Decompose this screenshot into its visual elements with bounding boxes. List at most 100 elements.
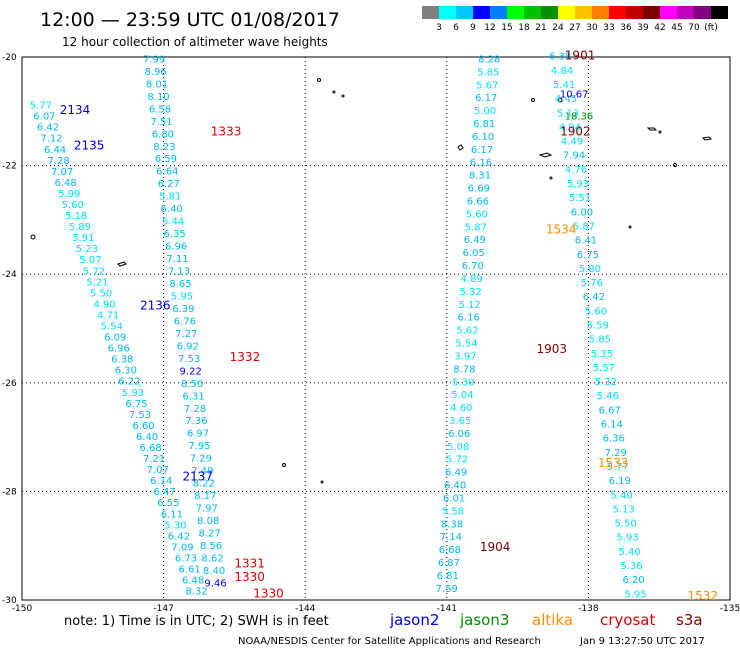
wave-height-label: 6.75 [125, 399, 147, 410]
wave-height-label: 5.87 [573, 221, 595, 232]
x-tick-label: -144 [295, 604, 316, 614]
wave-height-label: 5.18 [65, 211, 87, 222]
colorbar-cell [558, 6, 575, 19]
wave-height-label: 5.40 [619, 547, 641, 558]
wave-height-label: 6.97 [187, 429, 209, 440]
wave-height-label: 5.13 [613, 504, 635, 515]
wave-height-label: 6.16 [457, 313, 479, 324]
wave-height-label: 6.49 [445, 468, 467, 479]
island-outline [628, 225, 632, 229]
colorbar-cell [677, 6, 694, 19]
colorbar-cell [643, 6, 660, 19]
wave-height-label: 5.12 [458, 300, 480, 311]
wave-height-label: 5.77 [30, 101, 52, 112]
wave-height-label: 6.31 [182, 391, 204, 402]
colorbar-cell [626, 6, 643, 19]
wave-height-label: 6.40 [444, 481, 466, 492]
wave-height-label: 5.50 [90, 288, 112, 299]
colorbar-label: 15 [501, 23, 512, 33]
wave-height-label: 6.41 [575, 236, 597, 247]
wave-height-label: 5.13 [557, 108, 579, 119]
colorbar-label: 42 [654, 23, 665, 33]
wave-height-label: 9.46 [204, 578, 226, 589]
altimeter-tracks: 5.776.076.427.126.447.287.076.485.995.60… [30, 52, 647, 601]
legend-entry-cryosat: cryosat [600, 611, 655, 629]
wave-height-label: 5.07 [79, 255, 101, 266]
wave-height-label: 8.62 [201, 553, 223, 564]
wave-height-label: 5.04 [451, 390, 473, 401]
wave-height-label: 8.78 [453, 364, 475, 375]
wave-height-label: 7.12 [40, 134, 62, 145]
wave-height-label: 4.90 [93, 299, 115, 310]
wave-height-label: 8.31 [469, 171, 491, 182]
wave-height-label: 5.30 [164, 520, 186, 531]
wave-height-label: 5.40 [611, 490, 633, 501]
wave-height-label: 7.28 [184, 404, 206, 415]
wave-height-label: 8.01 [146, 79, 168, 90]
y-tick-label: -22 [2, 162, 17, 172]
wave-height-label: 6.01 [443, 493, 465, 504]
wave-height-label: 5.81 [159, 192, 181, 203]
wave-height-label: 8.96 [144, 67, 166, 78]
chart-title: 12:00 — 23:59 UTC 01/08/2017 [40, 9, 340, 31]
colorbar-cell [439, 6, 456, 19]
wave-height-label: 7.59 [436, 584, 458, 595]
wave-height-label: 4.49 [561, 137, 583, 148]
island-outlines [30, 78, 713, 484]
wave-height-label: 6.81 [473, 119, 495, 130]
wave-height-label: 6.27 [158, 179, 180, 190]
colorbar-cell [422, 6, 439, 19]
wave-height-label: 5.32 [459, 287, 481, 298]
y-tick-label: -24 [2, 270, 17, 280]
wave-height-label: 5.32 [595, 377, 617, 388]
wave-height-label: 4.89 [461, 274, 483, 285]
track-jason2: 5.776.076.427.126.447.287.076.485.995.60… [30, 101, 208, 598]
colorbar-label: 21 [535, 23, 546, 33]
colorbar-cell [711, 6, 728, 19]
island-outline [549, 176, 553, 180]
wave-height-label: 10.67 [560, 90, 589, 101]
wave-height-label: 6.17 [471, 145, 493, 156]
wave-height-label: 6.35 [163, 229, 185, 240]
wave-height-label: 5.59 [587, 321, 609, 332]
wave-height-label: 6.47 [154, 487, 176, 498]
wave-height-label: 6.69 [468, 184, 490, 195]
wave-height-label: 8.08 [197, 516, 219, 527]
wave-height-label: 6.06 [448, 429, 470, 440]
island-outline [30, 234, 36, 240]
island-outline [457, 144, 464, 151]
pass-number-label: 1330 [253, 586, 284, 600]
wave-height-label: 5.30 [452, 377, 474, 388]
wave-height-label: 8.27 [199, 529, 221, 540]
wave-height-label: 4.84 [551, 66, 573, 77]
wave-height-label: 7.94 [563, 151, 585, 162]
wave-height-label: 8.32 [186, 587, 208, 598]
pass-number-label: 2135 [74, 138, 105, 152]
x-tick-label: -135 [720, 604, 740, 614]
wave-height-label: 7.97 [196, 504, 218, 515]
colorbar-cell [575, 6, 592, 19]
x-tick-label: -150 [12, 604, 33, 614]
island-outline [341, 94, 345, 98]
island-outline [282, 463, 286, 467]
wave-height-label: 6.58 [149, 104, 171, 115]
wave-height-label: 7.11 [166, 254, 188, 265]
wave-height-label: 6.14 [150, 476, 172, 487]
wave-height-label: 6.92 [177, 341, 199, 352]
wave-height-label: 6.76 [174, 316, 196, 327]
y-axis-ticks: -20 -22 -24 -26 -28 -30 [2, 53, 17, 606]
colorbar-label: 12 [484, 23, 495, 33]
pass-number-label: 1901 [565, 49, 596, 63]
wave-height-label: 5.44 [162, 217, 184, 228]
wave-height-label: 7.14 [440, 532, 462, 543]
wave-height-label: 6.07 [33, 112, 55, 123]
pass-number-label: 1331 [234, 556, 265, 570]
colorbar-label: 18 [518, 23, 530, 33]
colorbar-cell [456, 6, 473, 19]
wave-height-label: 4.71 [97, 310, 119, 321]
wave-height-label: 6.48 [182, 576, 204, 587]
colorbar-label: 33 [603, 23, 614, 33]
colorbar-label: 36 [620, 23, 632, 33]
island-outline [317, 78, 321, 82]
pass-number-label: 2134 [60, 103, 91, 117]
